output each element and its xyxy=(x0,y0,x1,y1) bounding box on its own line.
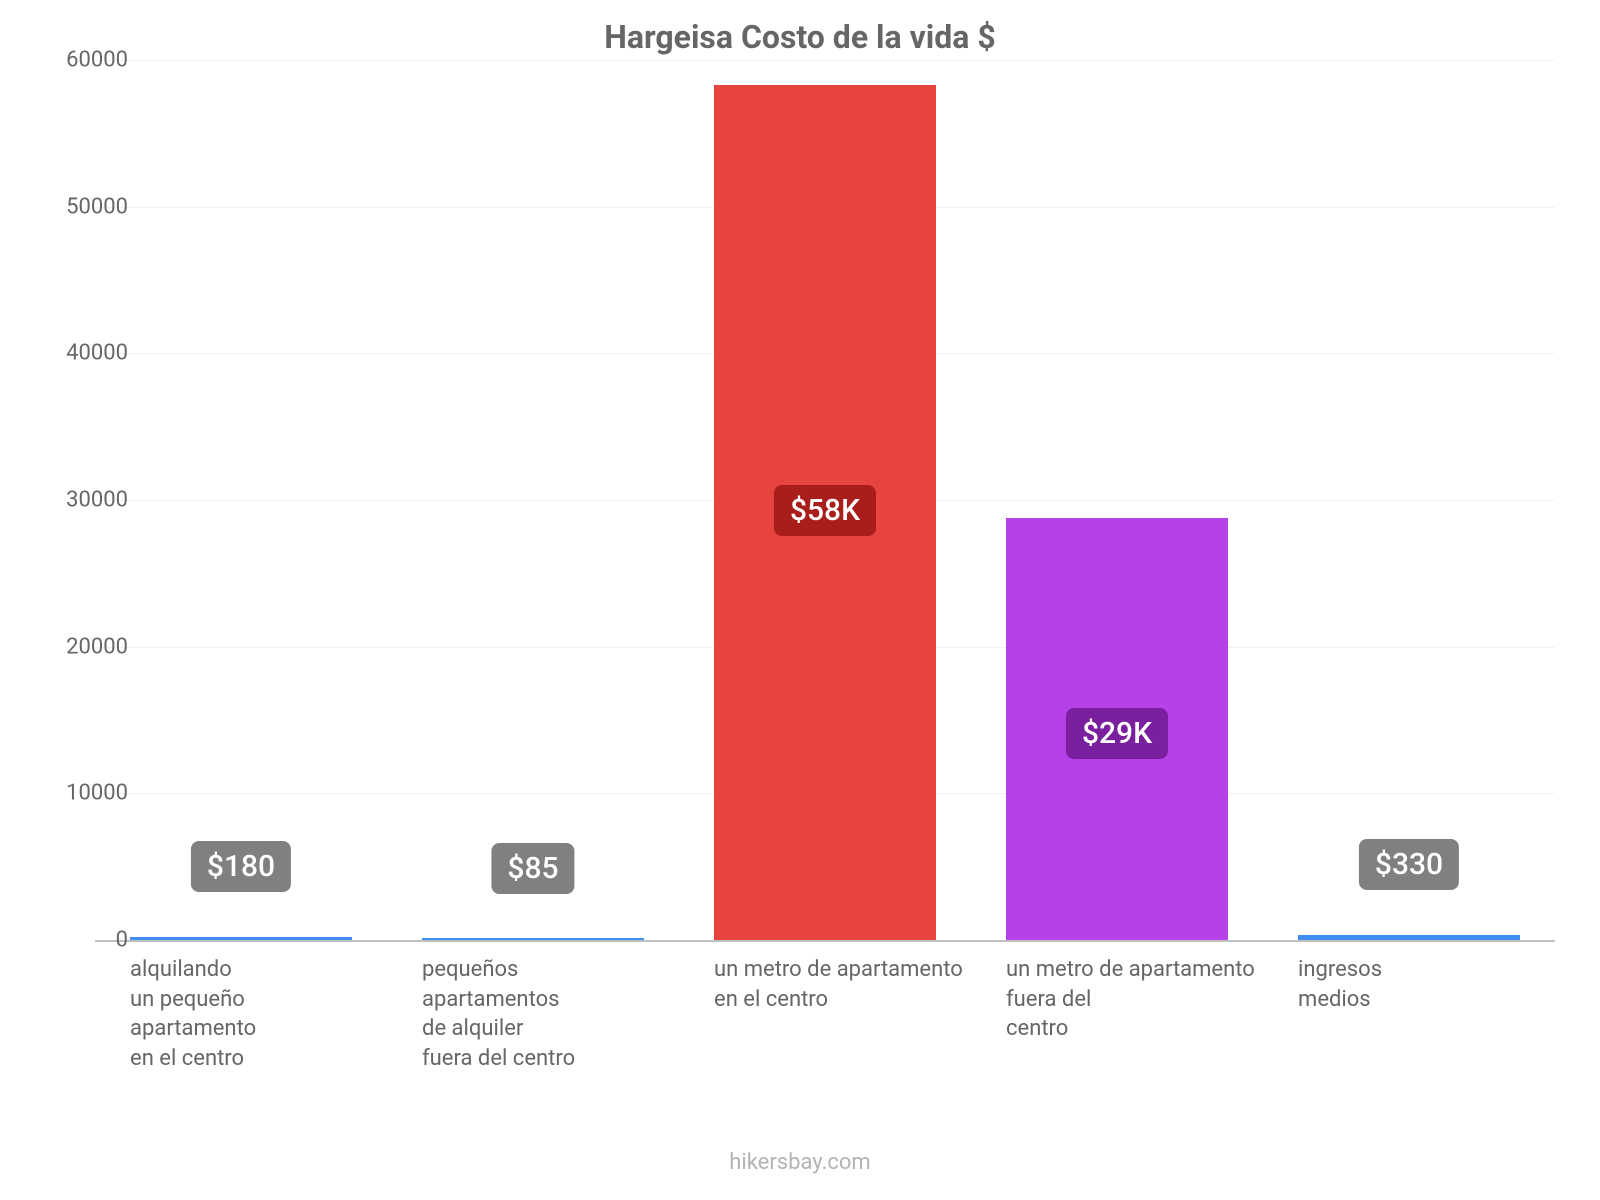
chart-footer: hikersbay.com xyxy=(0,1150,1600,1175)
bar-value-label: $330 xyxy=(1359,839,1459,890)
y-tick-label: 10000 xyxy=(48,781,128,806)
gridline xyxy=(95,60,1555,61)
x-tick-label: ingresos medios xyxy=(1298,955,1590,1014)
y-tick-label: 40000 xyxy=(48,341,128,366)
x-tick-label: un metro de apartamento fuera del centro xyxy=(1006,955,1298,1044)
x-tick-label: un metro de apartamento en el centro xyxy=(714,955,1006,1014)
chart-container: Hargeisa Costo de la vida $ $180$85$58K$… xyxy=(0,0,1600,1200)
bar-value-label: $85 xyxy=(491,843,574,894)
baseline xyxy=(95,940,1555,942)
plot-area: $180 $85 $58K $29K $330 xyxy=(95,60,1555,940)
y-tick-label: 60000 xyxy=(48,48,128,73)
y-tick-label: 50000 xyxy=(48,194,128,219)
bar-value-label: $180 xyxy=(191,841,291,892)
y-tick-label: 20000 xyxy=(48,634,128,659)
y-tick-label: 0 xyxy=(48,928,128,953)
bar xyxy=(1298,935,1520,940)
chart-title: Hargeisa Costo de la vida $ xyxy=(0,18,1600,56)
bar-value-label: $29K xyxy=(1066,708,1168,759)
bar xyxy=(130,937,352,940)
bar-value-label: $58K xyxy=(774,485,876,536)
x-tick-label: pequeños apartamentos de alquiler fuera … xyxy=(422,955,714,1074)
y-tick-label: 30000 xyxy=(48,488,128,513)
bar xyxy=(422,938,644,940)
x-tick-label: alquilando un pequeño apartamento en el … xyxy=(130,955,422,1074)
